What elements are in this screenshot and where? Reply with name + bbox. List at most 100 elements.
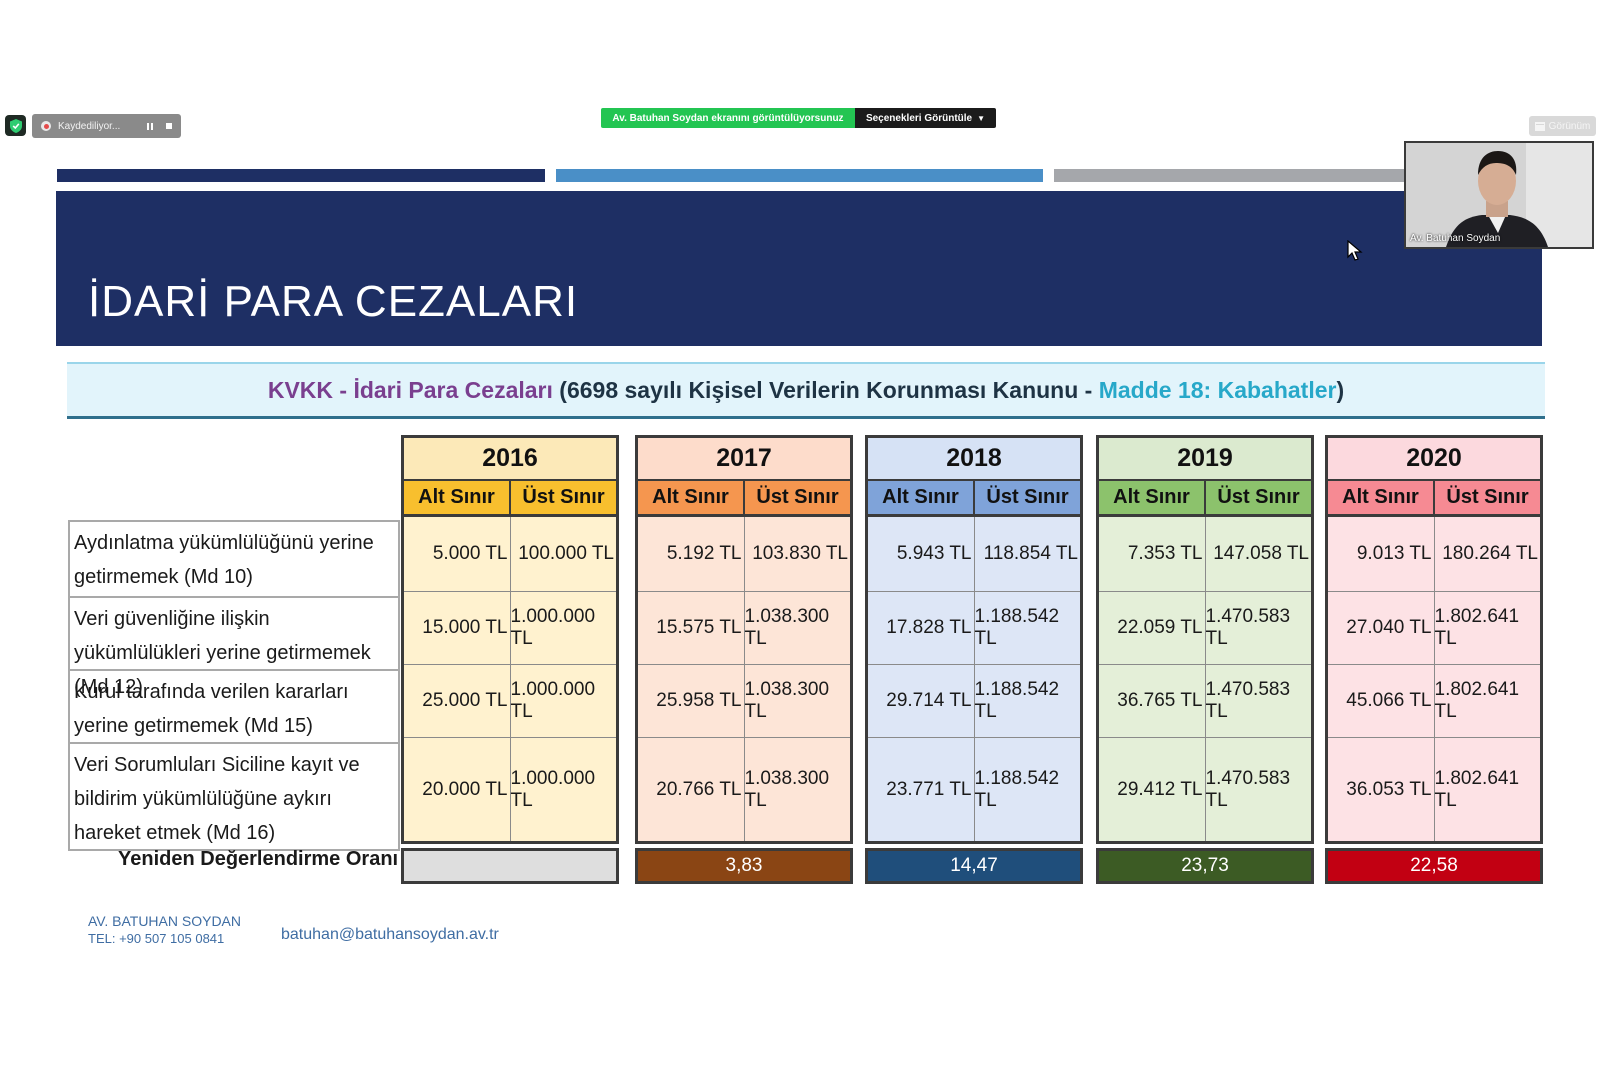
limit-header: Alt Sınır Üst Sınır [635,479,853,517]
table-row: 15.575 TL 1.038.300 TL [638,591,850,664]
lower-limit-value: 29.714 TL [868,665,975,737]
mouse-cursor-icon [1347,239,1363,267]
table-row: 20.766 TL 1.038.300 TL [638,737,850,841]
year-header: 2016 [401,435,619,479]
table-row: 20.000 TL 1.000.000 TL [404,737,616,841]
limit-header: Alt Sınır Üst Sınır [865,479,1083,517]
revaluation-rate: 23,73 [1096,848,1314,884]
stop-recording-button[interactable] [159,114,179,138]
upper-limit-value: 1.038.300 TL [744,679,830,722]
year-block-2017: 2017 Alt Sınır Üst Sınır 5.192 TL 103.830… [635,435,853,884]
table-row: 5.943 TL 118.854 TL [868,517,1080,591]
participant-video[interactable]: Av. Batuhan Soydan [1404,141,1594,249]
upper-limit-value: 100.000 TL [518,543,614,564]
row-label-md10: Aydınlatma yükümlülüğünü yerine getirmem… [74,532,374,588]
revaluation-rate: 22,58 [1325,848,1543,884]
stop-icon [166,123,172,129]
lower-limit-value: 7.353 TL [1099,517,1206,591]
penalty-row-labels: Aydınlatma yükümlülüğünü yerine getirmem… [68,520,400,851]
lower-limit-value: 25.958 TL [638,665,745,737]
view-options-button[interactable]: Seçenekleri Görüntüle ▼ [855,108,996,128]
decor-stripe-blue [556,169,1043,182]
year-header: 2020 [1325,435,1543,479]
upper-limit-value: 1.470.583 TL [1205,679,1291,722]
penalty-cells: 9.013 TL 180.264 TL 27.040 TL 1.802.641 TL… [1325,517,1543,844]
lower-limit-value: 45.066 TL [1328,665,1435,737]
pause-recording-button[interactable] [140,114,160,138]
table-row: 23.771 TL 1.188.542 TL [868,737,1080,841]
row-label-md16: Veri Sorumluları Siciline kayıt ve bildi… [70,742,398,849]
table-row: 5.192 TL 103.830 TL [638,517,850,591]
grid-view-icon [1534,121,1545,131]
lower-limit-value: 36.765 TL [1099,665,1206,737]
security-shield-icon[interactable] [5,115,26,136]
table-row: 9.013 TL 180.264 TL [1328,517,1540,591]
revaluation-rate: 3,83 [635,848,853,884]
upper-limit-label: Üst Sınır [756,486,839,508]
upper-limit-value: 1.000.000 TL [510,606,596,649]
footer-phone: TEL: +90 507 105 0841 [88,931,225,946]
pause-icon [147,122,153,130]
year-header: 2018 [865,435,1083,479]
subtitle-law: (6698 sayılı Kişisel Verilerin Korunması… [552,376,1099,403]
share-status-label: Av. Batuhan Soydan ekranını görüntülüyor… [601,108,855,128]
upper-limit-value: 1.000.000 TL [510,767,596,811]
upper-limit-value: 1.802.641 TL [1434,606,1520,649]
penalty-cells: 5.192 TL 103.830 TL 15.575 TL 1.038.300 TL… [635,517,853,844]
table-row: 25.958 TL 1.038.300 TL [638,664,850,737]
upper-limit-value: 1.188.542 TL [974,679,1060,722]
record-icon [41,121,51,131]
lower-limit-value: 29.412 TL [1099,738,1206,841]
lower-limit-label: Alt Sınır [404,481,511,514]
row-label-md12: Veri güvenliğine ilişkin yükümlülükleri … [70,596,398,698]
slide-title: İDARİ PARA CEZALARI [88,277,579,326]
year-block-2016: 2016 Alt Sınır Üst Sınır 5.000 TL 100.000… [401,435,619,884]
year-header: 2017 [635,435,853,479]
view-button[interactable]: Görünüm [1529,116,1596,136]
lower-limit-value: 15.575 TL [638,592,745,664]
table-row: 15.000 TL 1.000.000 TL [404,591,616,664]
subtitle-kvkk: KVKK - İdari Para Cezaları [267,376,553,403]
upper-limit-value: 180.264 TL [1442,543,1538,564]
year-block-2020: 2020 Alt Sınır Üst Sınır 9.013 TL 180.264… [1325,435,1543,884]
upper-limit-label: Üst Sınır [1217,486,1300,508]
upper-limit-value: 1.038.300 TL [744,767,830,811]
lower-limit-value: 9.013 TL [1328,517,1435,591]
participant-video-frame [1406,143,1592,247]
screen-share-banner: Av. Batuhan Soydan ekranını görüntülüyor… [601,108,996,128]
upper-limit-value: 1.802.641 TL [1434,679,1520,722]
footer-email: batuhan@batuhansoydan.av.tr [281,926,499,943]
decor-stripe-gray [1054,169,1404,182]
limit-header: Alt Sınır Üst Sınır [1325,479,1543,517]
slide-subtitle: KVKK - İdari Para Cezaları (6698 sayılı … [67,362,1545,419]
table-row: 45.066 TL 1.802.641 TL [1328,664,1540,737]
upper-limit-value: 118.854 TL [983,543,1078,564]
subtitle-article: Madde 18: Kabahatler [1098,376,1337,403]
lower-limit-value: 15.000 TL [404,592,511,664]
upper-limit-value: 103.830 TL [752,543,848,564]
recording-label: Kaydediliyor... [58,120,121,132]
penalty-cells: 5.000 TL 100.000 TL 15.000 TL 1.000.000 TL… [401,517,619,844]
table-row: 7.353 TL 147.058 TL [1099,517,1311,591]
row-label-md15: Kurul tarafında verilen kararları yerine… [70,669,398,742]
year-block-2019: 2019 Alt Sınır Üst Sınır 7.353 TL 147.058… [1096,435,1314,884]
upper-limit-label: Üst Sınır [1446,486,1529,508]
lower-limit-value: 5.192 TL [638,517,745,591]
upper-limit-value: 1.038.300 TL [744,606,830,649]
upper-limit-value: 1.802.641 TL [1434,767,1520,811]
lower-limit-value: 20.000 TL [404,738,511,841]
year-header: 2019 [1096,435,1314,479]
table-row: 27.040 TL 1.802.641 TL [1328,591,1540,664]
table-row: 36.053 TL 1.802.641 TL [1328,737,1540,841]
upper-limit-value: 147.058 TL [1213,543,1309,564]
participant-name: Av. Batuhan Soydan [1410,233,1501,244]
upper-limit-value: 1.470.583 TL [1205,606,1291,649]
limit-header: Alt Sınır Üst Sınır [401,479,619,517]
limit-header: Alt Sınır Üst Sınır [1096,479,1314,517]
revaluation-rate: 14,47 [865,848,1083,884]
lower-limit-value: 22.059 TL [1099,592,1206,664]
lower-limit-value: 20.766 TL [638,738,745,841]
lower-limit-value: 25.000 TL [404,665,511,737]
revaluation-rate-label: Yeniden Değerlendirme Oranı (%) [118,848,435,870]
table-row: 17.828 TL 1.188.542 TL [868,591,1080,664]
